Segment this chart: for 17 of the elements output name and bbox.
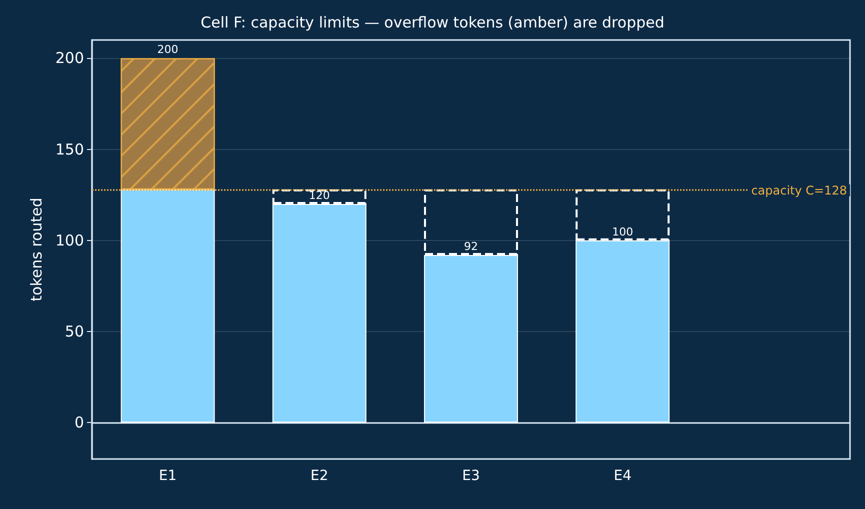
y-tick-label: 0 — [74, 414, 84, 432]
y-axis-title: tokens routed — [28, 198, 46, 302]
annotation: 200 — [157, 43, 178, 56]
x-tick-label: E1 — [158, 468, 177, 484]
chart-title: Cell F: capacity limits — overflow tokens (amber) are dropped — [200, 14, 664, 32]
x-tick-label: E3 — [462, 468, 480, 484]
x-tick-label: E4 — [614, 468, 632, 484]
bar — [120, 189, 215, 423]
x-tick-label: E2 — [310, 468, 328, 484]
y-tick-label: 150 — [55, 140, 84, 158]
ref-line-label: capacity C=128 — [751, 183, 847, 198]
y-tick-label: 200 — [55, 49, 84, 68]
annotation: 120 — [308, 188, 330, 202]
y-tick-label: 50 — [64, 322, 84, 340]
annotation: 92 — [464, 240, 478, 253]
annotation: 100 — [612, 225, 634, 238]
y-tick-label: 100 — [55, 231, 84, 250]
